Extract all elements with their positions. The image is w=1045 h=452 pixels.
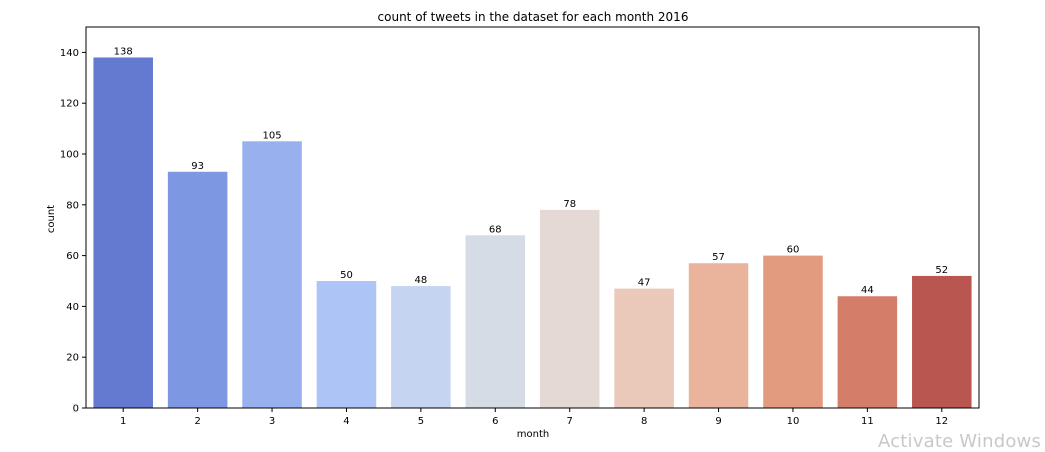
activate-windows-watermark: Activate Windows [878, 431, 1042, 452]
data-label-month-8: 47 [638, 278, 651, 289]
bar-month-12 [912, 275, 972, 408]
y-axis: 0 20 40 60 80 100 120 140 [60, 48, 86, 415]
bar-month-8 [614, 288, 674, 408]
x-tick-label-5: 5 [418, 416, 424, 427]
y-tick-label-0: 0 [73, 404, 79, 415]
x-tick-label-12: 12 [935, 416, 948, 427]
data-label-month-7: 78 [563, 199, 576, 210]
x-tick-label-4: 4 [343, 416, 349, 427]
y-tick-label-40: 40 [66, 302, 79, 313]
data-label-month-12: 52 [935, 265, 948, 276]
bars-group [93, 57, 972, 409]
bar-month-7 [539, 209, 600, 408]
y-tick-label-80: 80 [66, 200, 79, 211]
chart-title: count of tweets in the dataset for each … [378, 10, 689, 24]
bar-month-6 [465, 235, 526, 408]
x-tick-label-11: 11 [861, 416, 874, 427]
bar-month-11 [837, 296, 898, 408]
x-axis: 1 2 3 4 5 6 7 8 9 10 11 12 [120, 408, 948, 427]
bar-month-10 [763, 255, 823, 408]
bar-month-1 [93, 57, 153, 408]
x-tick-label-2: 2 [194, 416, 200, 427]
data-label-month-3: 105 [262, 130, 281, 141]
x-tick-label-10: 10 [787, 416, 800, 427]
x-tick-label-1: 1 [120, 416, 126, 427]
data-label-month-6: 68 [489, 224, 502, 235]
bar-month-9 [688, 263, 749, 408]
data-label-month-9: 57 [712, 252, 725, 263]
data-labels-group: 138 93 105 50 48 68 78 47 57 60 44 52 [114, 46, 948, 296]
x-tick-label-3: 3 [269, 416, 275, 427]
data-label-month-2: 93 [191, 161, 204, 172]
bar-month-3 [242, 141, 302, 409]
x-tick-label-9: 9 [715, 416, 721, 427]
data-label-month-11: 44 [861, 285, 874, 296]
bar-month-4 [316, 281, 377, 408]
y-tick-label-140: 140 [60, 48, 79, 59]
data-label-month-4: 50 [340, 270, 353, 281]
y-axis-label: count [46, 205, 57, 233]
y-tick-label-120: 120 [60, 99, 79, 110]
bar-month-5 [391, 286, 451, 408]
data-label-month-10: 60 [787, 245, 800, 256]
x-tick-label-7: 7 [567, 416, 573, 427]
y-tick-label-60: 60 [66, 251, 79, 262]
data-label-month-1: 138 [114, 46, 133, 57]
x-tick-label-8: 8 [641, 416, 647, 427]
bar-month-2 [167, 171, 228, 408]
x-axis-label: month [517, 429, 549, 440]
x-tick-label-6: 6 [492, 416, 498, 427]
plot-frame [85, 26, 980, 409]
data-label-month-5: 48 [415, 275, 428, 286]
y-tick-label-20: 20 [66, 353, 79, 364]
y-tick-label-100: 100 [60, 150, 79, 161]
